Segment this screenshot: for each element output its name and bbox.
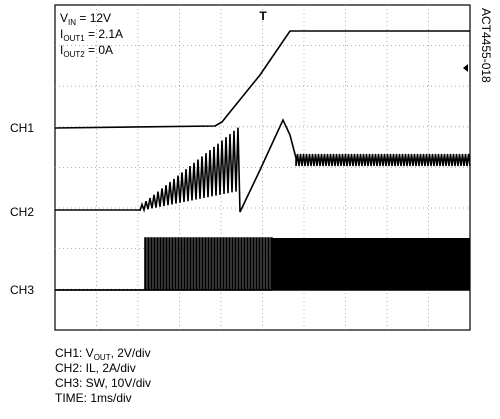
text-main: CH3: SW, 10V/div [55,376,151,390]
text-rest: = 12V [76,11,111,25]
text-subscript: OUT2 [63,50,85,59]
text-main: CH1: V [55,346,94,360]
text-rest: , 2V/div [111,346,151,360]
annotation: VIN = 12V [60,11,111,27]
channel-label: CH3 [10,283,34,297]
annotation: IOUT1 = 2.1A [60,27,123,43]
caption: TIME: 1ms/div [55,391,132,405]
caption: CH3: SW, 10V/div [55,376,151,390]
ch3-switching-band [272,238,470,290]
traces [55,118,471,291]
ch2-trace [55,118,471,213]
caption: CH1: VOUT, 2V/div [55,346,151,362]
caption: CH2: IL, 2A/div [55,361,136,375]
text-main: V [60,11,68,25]
text-subscript: IN [68,18,76,27]
annotation: IOUT2 = 0A [60,43,113,59]
figure-id: ACT4455-018 [479,8,493,83]
text-main: CH2: IL, 2A/div [55,361,136,375]
text-main: I [60,43,63,57]
text-rest: = 0A [85,43,113,57]
channel-label: CH2 [10,205,34,219]
text-subscript: OUT [94,353,111,362]
text-main: TIME: 1ms/div [55,391,132,405]
channel-label: CH1 [10,121,34,135]
text-subscript: OUT1 [63,34,85,43]
ch1-trace [54,30,470,129]
text-rest: = 2.1A [85,27,123,41]
level-marker [463,64,468,72]
text-main: I [60,27,63,41]
trigger-marker: T [259,9,267,23]
